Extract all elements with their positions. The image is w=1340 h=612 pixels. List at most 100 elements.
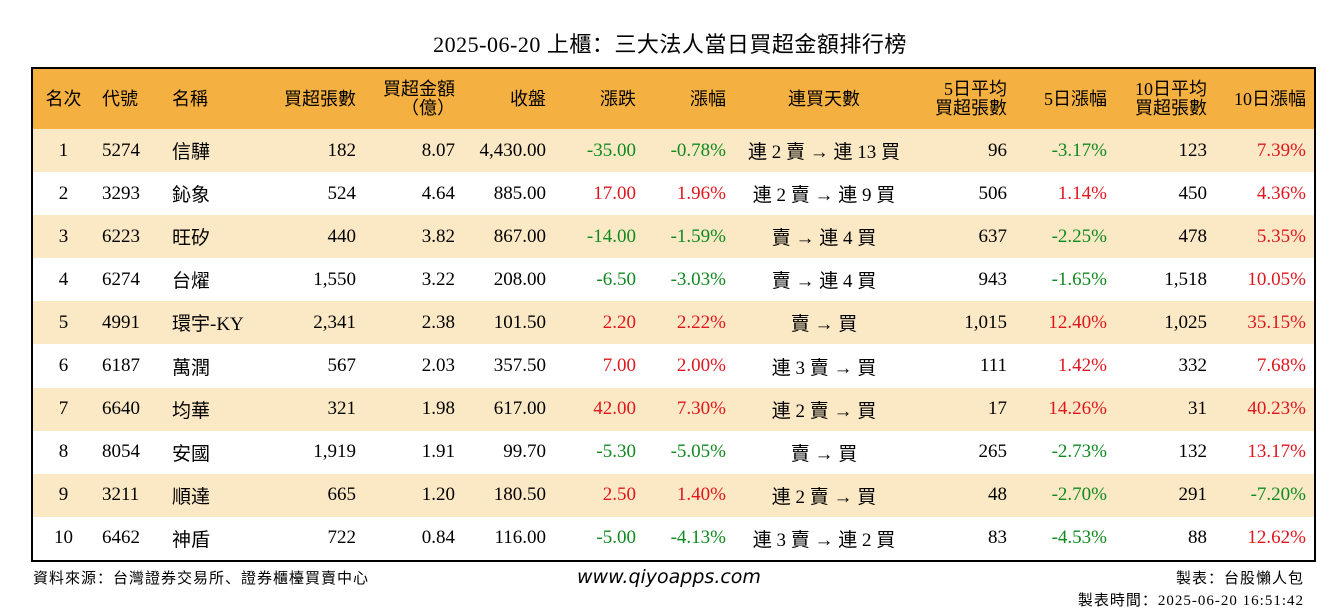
- cell-change: -6.50: [554, 258, 644, 302]
- cell-streak: 連 2 賣 → 連 9 買: [734, 172, 914, 216]
- header-avg5-line2: 買超張數: [935, 98, 1007, 118]
- cell-avg5: 48: [914, 473, 1015, 517]
- cell-pct10: 12.62%: [1215, 516, 1315, 561]
- table-row: 8 8054 安國 1,919 1.91 99.70 -5.30 -5.05% 賣 → 買 265…: [32, 430, 1315, 474]
- cell-change: -14.00: [554, 215, 644, 259]
- cell-pct10: 10.05%: [1215, 258, 1315, 302]
- cell-name: 旺矽: [164, 215, 256, 259]
- header-buy-amount-line2: （億）: [401, 98, 455, 118]
- header-buy-amount: 買超金額 （億）: [364, 68, 463, 129]
- header-avg10-line1: 10日平均: [1135, 79, 1207, 99]
- cell-rank: 1: [32, 129, 94, 173]
- cell-pct5: -3.17%: [1015, 129, 1115, 173]
- cell-code: 6640: [94, 387, 164, 431]
- header-avg10-line2: 買超張數: [1135, 98, 1207, 118]
- cell-buy-amount: 4.64: [364, 172, 463, 216]
- cell-rank: 10: [32, 516, 94, 561]
- cell-close: 116.00: [463, 516, 554, 561]
- cell-close: 208.00: [463, 258, 554, 302]
- cell-buy-lots: 321: [256, 387, 364, 431]
- cell-change-pct: 2.22%: [644, 301, 734, 345]
- cell-streak: 連 3 賣 → 買: [734, 344, 914, 388]
- cell-name: 信驊: [164, 129, 256, 173]
- cell-streak: 連 2 賣 → 買: [734, 473, 914, 517]
- cell-avg10: 31: [1115, 387, 1215, 431]
- cell-buy-amount: 1.20: [364, 473, 463, 517]
- cell-code: 5274: [94, 129, 164, 173]
- cell-change: 2.50: [554, 473, 644, 517]
- cell-buy-lots: 1,919: [256, 430, 364, 474]
- cell-change-pct: 2.00%: [644, 344, 734, 388]
- cell-close: 99.70: [463, 430, 554, 474]
- cell-code: 3211: [94, 473, 164, 517]
- cell-change-pct: -1.59%: [644, 215, 734, 259]
- header-pct5: 5日漲幅: [1015, 68, 1115, 129]
- cell-buy-amount: 3.82: [364, 215, 463, 259]
- cell-streak: 賣 → 買: [734, 301, 914, 345]
- cell-change-pct: -4.13%: [644, 516, 734, 561]
- table-header-row: 名次 代號 名稱 買超張數 買超金額 （億） 收盤 漲跌 漲幅 連買天數 5日平…: [32, 68, 1315, 129]
- cell-buy-lots: 182: [256, 129, 364, 173]
- table-row: 9 3211 順達 665 1.20 180.50 2.50 1.40% 連 2 賣 → 買 48…: [32, 473, 1315, 517]
- cell-close: 357.50: [463, 344, 554, 388]
- header-buy-amount-line1: 買超金額: [383, 79, 455, 99]
- cell-pct5: 1.14%: [1015, 172, 1115, 216]
- cell-name: 安國: [164, 430, 256, 474]
- cell-close: 885.00: [463, 172, 554, 216]
- header-code: 代號: [94, 68, 164, 129]
- cell-code: 6462: [94, 516, 164, 561]
- cell-change: -35.00: [554, 129, 644, 173]
- cell-name: 台燿: [164, 258, 256, 302]
- cell-close: 180.50: [463, 473, 554, 517]
- cell-change-pct: 1.40%: [644, 473, 734, 517]
- cell-pct5: -2.25%: [1015, 215, 1115, 259]
- cell-change-pct: -3.03%: [644, 258, 734, 302]
- cell-avg10: 88: [1115, 516, 1215, 561]
- header-rank: 名次: [32, 68, 94, 129]
- cell-rank: 4: [32, 258, 94, 302]
- header-avg10: 10日平均 買超張數: [1115, 68, 1215, 129]
- cell-close: 617.00: [463, 387, 554, 431]
- cell-pct10: 7.68%: [1215, 344, 1315, 388]
- cell-buy-lots: 524: [256, 172, 364, 216]
- cell-close: 867.00: [463, 215, 554, 259]
- cell-pct10: 4.36%: [1215, 172, 1315, 216]
- cell-change-pct: -0.78%: [644, 129, 734, 173]
- cell-pct5: -2.70%: [1015, 473, 1115, 517]
- cell-close: 101.50: [463, 301, 554, 345]
- cell-name: 萬潤: [164, 344, 256, 388]
- cell-buy-lots: 1,550: [256, 258, 364, 302]
- cell-pct10: 7.39%: [1215, 129, 1315, 173]
- cell-name: 順達: [164, 473, 256, 517]
- cell-pct10: 35.15%: [1215, 301, 1315, 345]
- cell-pct10: -7.20%: [1215, 473, 1315, 517]
- ranking-table: 名次 代號 名稱 買超張數 買超金額 （億） 收盤 漲跌 漲幅 連買天數 5日平…: [31, 67, 1316, 562]
- cell-avg10: 123: [1115, 129, 1215, 173]
- header-change-pct: 漲幅: [644, 68, 734, 129]
- table-row: 6 6187 萬潤 567 2.03 357.50 7.00 2.00% 連 3 賣 → 買 11…: [32, 344, 1315, 388]
- cell-rank: 7: [32, 387, 94, 431]
- cell-change: -5.00: [554, 516, 644, 561]
- cell-avg10: 450: [1115, 172, 1215, 216]
- cell-avg10: 291: [1115, 473, 1215, 517]
- cell-rank: 3: [32, 215, 94, 259]
- cell-buy-lots: 567: [256, 344, 364, 388]
- cell-avg5: 83: [914, 516, 1015, 561]
- cell-pct10: 40.23%: [1215, 387, 1315, 431]
- cell-rank: 6: [32, 344, 94, 388]
- page-title: 2025-06-20 上櫃：三大法人當日買超金額排行榜: [433, 32, 907, 57]
- cell-streak: 賣 → 連 4 買: [734, 215, 914, 259]
- data-source-note: 資料來源：台灣證券交易所、證券櫃檯買賣中心: [33, 571, 370, 587]
- cell-buy-amount: 2.38: [364, 301, 463, 345]
- cell-avg5: 96: [914, 129, 1015, 173]
- table-row: 2 3293 鈊象 524 4.64 885.00 17.00 1.96% 連 2 賣 → 連 …: [32, 172, 1315, 216]
- cell-change-pct: -5.05%: [644, 430, 734, 474]
- cell-code: 8054: [94, 430, 164, 474]
- header-buy-lots: 買超張數: [256, 68, 364, 129]
- header-avg5-line1: 5日平均: [944, 79, 1007, 99]
- cell-change-pct: 1.96%: [644, 172, 734, 216]
- table-row: 10 6462 神盾 722 0.84 116.00 -5.00 -4.13% 連 3 賣 → …: [32, 516, 1315, 561]
- cell-buy-amount: 3.22: [364, 258, 463, 302]
- cell-close: 4,430.00: [463, 129, 554, 173]
- cell-buy-amount: 0.84: [364, 516, 463, 561]
